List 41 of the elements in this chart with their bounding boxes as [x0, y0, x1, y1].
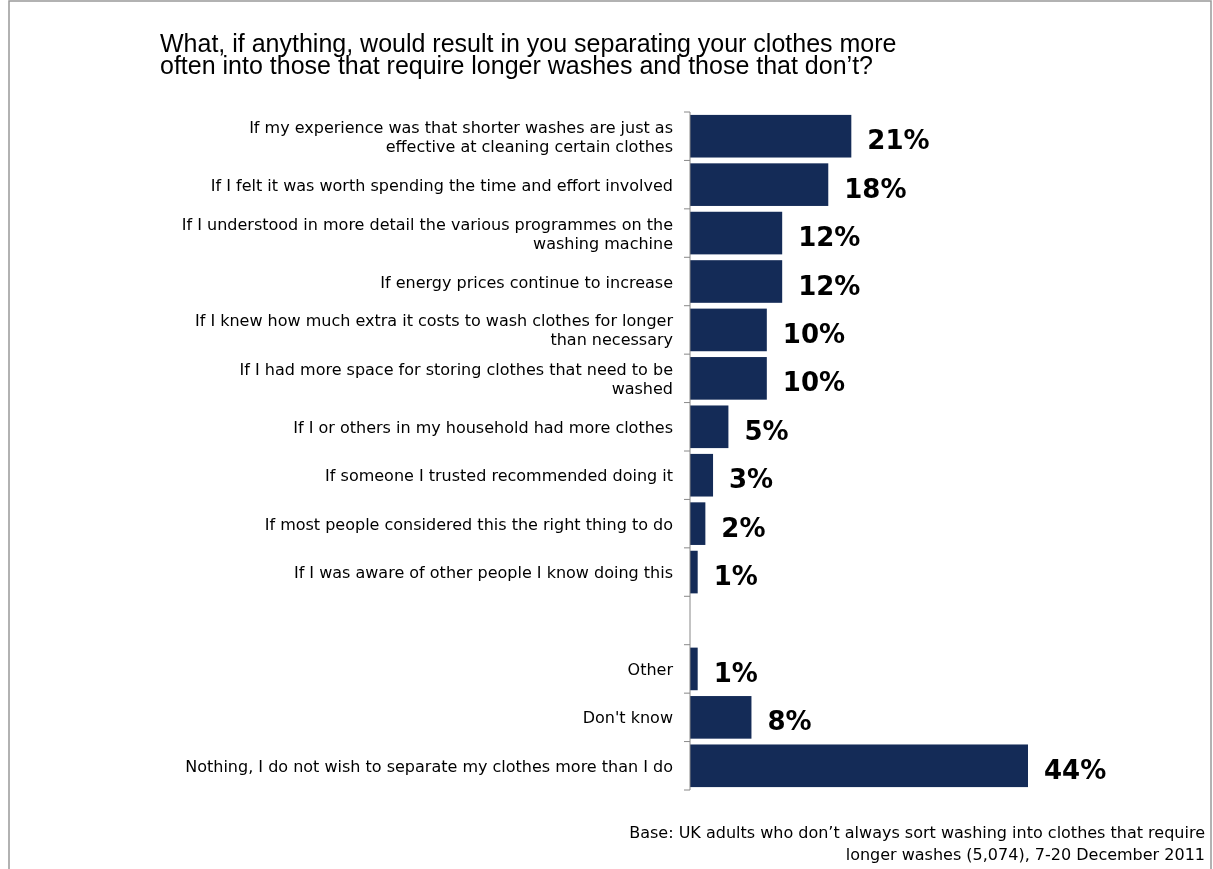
data-label: 8%	[767, 706, 812, 737]
y-tick-label: If my experience was that shorter washes are just as effective at cleaning certain clothes	[249, 117, 673, 156]
y-tick-label: If someone I trusted recommended doing it	[325, 466, 673, 486]
bar	[690, 502, 706, 545]
data-label: 12%	[798, 222, 861, 253]
data-label: 10%	[782, 367, 846, 398]
y-tick-label: Don't know	[582, 708, 673, 728]
bar	[690, 308, 767, 352]
y-tick-label: If energy prices continue to increase	[380, 272, 673, 292]
bar	[690, 114, 852, 158]
data-label: 44%	[1044, 754, 1107, 785]
data-label: 18%	[844, 173, 907, 204]
data-label: 12%	[798, 270, 861, 301]
y-tick-label: If I or others in my household had more clothes	[293, 417, 673, 437]
y-tick-label: If I felt it was worth spending the time and effort involved	[210, 175, 673, 195]
bar	[690, 163, 829, 206]
text: Base: UK adults who don’t always sort washing into clothes that require longer washes (5,074), 7-20 December 2011	[629, 823, 1205, 864]
bar	[690, 696, 752, 739]
bar	[690, 260, 783, 303]
bar	[690, 211, 783, 255]
y-tick-label: If I understood in more detail the various programmes on the washing machine	[181, 214, 673, 253]
y-tick-label: If I had more space for storing clothes that need to be washed	[239, 359, 673, 398]
y-tick-label: Nothing, I do not wish to separate my clothes more than I do	[185, 756, 673, 776]
chart-title: What, if anything, would result in you separating your clothes more often into those that require longer washes and those that don’t?	[160, 29, 897, 79]
data-label: 1%	[713, 657, 758, 688]
data-label: 3%	[729, 464, 774, 495]
data-label: 2%	[721, 512, 766, 543]
y-tick-label: If most people considered this the right thing to do	[264, 514, 673, 534]
y-tick-label: If I was aware of other people I know doing this	[293, 563, 673, 583]
bar	[690, 453, 714, 497]
data-label: 10%	[782, 318, 846, 349]
data-label: 21%	[867, 125, 930, 156]
bar	[690, 647, 698, 691]
bar	[690, 405, 729, 449]
y-tick-label: Other	[627, 659, 674, 679]
y-tick-label: If I knew how much extra it costs to wash clothes for longer than necessary	[194, 311, 674, 350]
data-label: 5%	[744, 415, 789, 446]
bar	[690, 550, 698, 594]
bar	[690, 744, 1028, 788]
bar	[690, 357, 767, 400]
data-label: 1%	[713, 561, 758, 592]
